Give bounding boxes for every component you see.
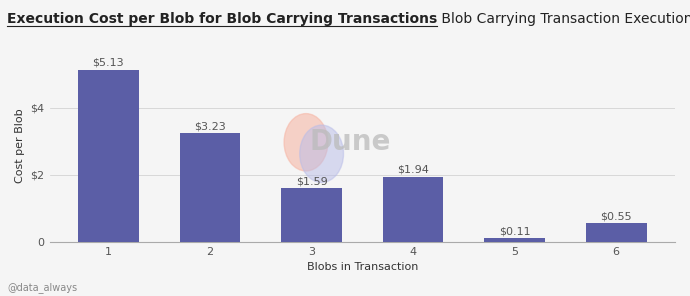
Bar bbox=[382, 177, 444, 242]
Text: $1.94: $1.94 bbox=[397, 165, 429, 175]
Text: $1.59: $1.59 bbox=[295, 177, 327, 187]
Ellipse shape bbox=[299, 125, 344, 182]
X-axis label: Blobs in Transaction: Blobs in Transaction bbox=[306, 262, 418, 272]
Bar bbox=[484, 238, 545, 242]
Text: $3.23: $3.23 bbox=[194, 122, 226, 132]
Y-axis label: Cost per Blob: Cost per Blob bbox=[15, 109, 25, 184]
Text: $0.55: $0.55 bbox=[600, 212, 632, 222]
Text: Dune: Dune bbox=[309, 128, 391, 156]
Ellipse shape bbox=[284, 114, 328, 171]
Text: $0.11: $0.11 bbox=[499, 226, 531, 236]
Bar bbox=[179, 133, 240, 242]
Text: Blob Carrying Transaction Execution Fees: Blob Carrying Transaction Execution Fees bbox=[437, 12, 690, 26]
Text: Execution Cost per Blob for Blob Carrying Transactions: Execution Cost per Blob for Blob Carryin… bbox=[7, 12, 437, 26]
Bar bbox=[281, 188, 342, 242]
Text: @data_always: @data_always bbox=[7, 282, 77, 293]
Bar bbox=[78, 70, 139, 242]
Text: $5.13: $5.13 bbox=[92, 58, 124, 68]
Bar bbox=[586, 223, 647, 242]
